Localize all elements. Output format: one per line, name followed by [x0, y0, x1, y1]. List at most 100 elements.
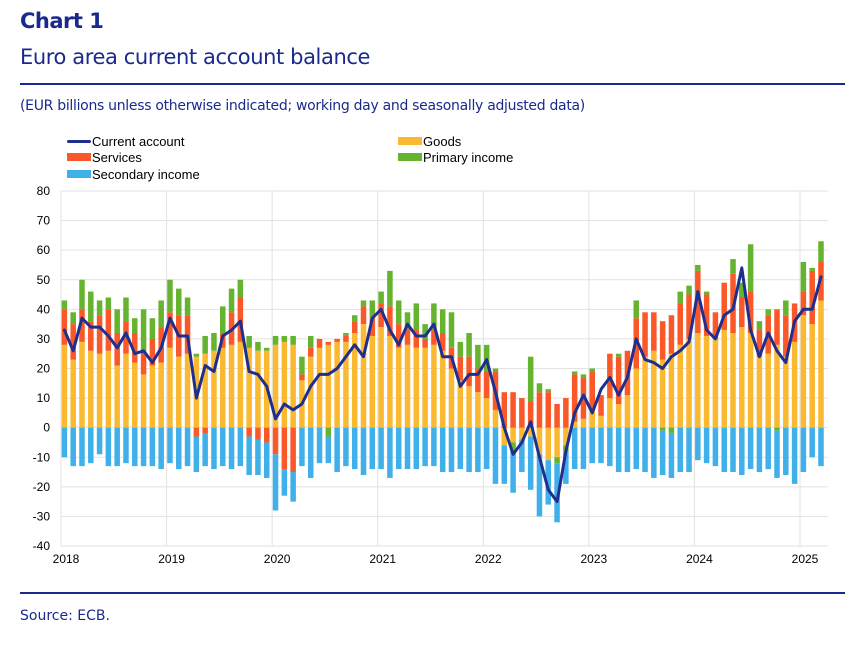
primary-income-bar	[686, 285, 692, 295]
goods-bar	[246, 347, 252, 428]
goods-bar	[395, 347, 402, 428]
legend-label: Secondary income	[92, 166, 200, 182]
secondary-income-bar	[765, 427, 771, 470]
goods-bar	[545, 427, 552, 461]
goods-bar	[70, 359, 76, 428]
bars	[61, 241, 824, 523]
goods-bar	[369, 335, 376, 428]
legend-item-current-account: Current account	[67, 133, 185, 149]
primary-income-bar	[290, 335, 296, 345]
x-tick-label: 2025	[792, 552, 819, 566]
primary-income-bar	[765, 309, 771, 316]
services-bar	[439, 333, 446, 351]
y-tick-label: 20	[37, 362, 51, 376]
secondary-income-bar	[422, 427, 428, 467]
secondary-income-bar	[695, 427, 701, 461]
secondary-income-bar	[431, 427, 437, 467]
primary-income-bar	[571, 371, 578, 375]
secondary-income-bar	[413, 427, 420, 470]
secondary-income-bar	[686, 427, 692, 473]
services-bar	[545, 392, 552, 428]
secondary-income-bar	[272, 454, 279, 511]
goods-bar	[695, 333, 701, 428]
primary-income-bar	[307, 335, 314, 348]
primary-income-bar	[88, 291, 94, 322]
secondary-income-bar	[747, 427, 754, 470]
services-bar	[281, 427, 288, 470]
services-bar	[360, 306, 367, 325]
services-bar	[132, 333, 138, 363]
secondary-income-bar	[88, 427, 94, 464]
x-tick-label: 2020	[264, 552, 291, 566]
secondary-income-bar	[642, 427, 648, 473]
primary-income-bar	[140, 309, 147, 351]
secondary-income-bar	[712, 427, 719, 467]
goods-bar	[149, 365, 156, 428]
goods-bar	[360, 324, 367, 428]
services-bar	[598, 395, 604, 416]
goods-bar	[351, 333, 358, 428]
secondary-income-bar	[176, 427, 182, 470]
goods-bar	[105, 350, 112, 428]
goods-bar	[730, 333, 736, 428]
primary-income-bar	[536, 383, 543, 393]
goods-bar	[633, 368, 639, 428]
secondary-income-bar	[633, 427, 639, 470]
goods-bar	[272, 344, 279, 428]
goods-bar	[448, 368, 455, 428]
primary-income-bar	[132, 318, 138, 333]
services-bar	[149, 338, 156, 366]
services-bar	[193, 427, 200, 437]
goods-bar	[158, 362, 164, 428]
y-tick-label: 60	[37, 243, 51, 257]
goods-bar	[677, 344, 683, 428]
secondary-income-bar	[378, 427, 384, 470]
services-bar	[519, 398, 525, 428]
primary-income-bar	[431, 303, 437, 331]
secondary-income-bar	[809, 427, 815, 458]
goods-bar	[307, 356, 314, 428]
goods-bar	[659, 359, 666, 428]
secondary-income-bar	[290, 472, 296, 502]
secondary-income-bar	[448, 427, 455, 473]
goods-bar	[422, 347, 428, 428]
primary-income-bar	[360, 300, 367, 307]
bottom-divider	[20, 592, 845, 594]
goods-bar	[79, 341, 85, 428]
y-tick-label: 0	[43, 421, 50, 435]
primary-income-bar	[747, 244, 754, 292]
legend-item-secondary-income: Secondary income	[67, 166, 200, 182]
secondary-income-bar	[167, 427, 173, 464]
primary-income-bar	[783, 300, 789, 316]
y-tick-label: 50	[37, 273, 51, 287]
goods-bar	[211, 350, 217, 428]
services-bar	[316, 338, 323, 348]
primary-income-bar	[343, 333, 349, 336]
secondary-income-bar	[659, 430, 666, 475]
current-account-line	[62, 266, 823, 504]
goods-bar	[791, 341, 798, 428]
goods-bar	[255, 350, 261, 428]
secondary-income-bar	[791, 427, 798, 484]
legend-item-goods: Goods	[398, 133, 461, 149]
services-bar	[237, 297, 244, 342]
services-bar	[527, 401, 534, 428]
services-bar	[466, 356, 472, 387]
secondary-income-bar	[607, 427, 613, 467]
goods-bar	[642, 356, 648, 428]
secondary-income-bar	[519, 439, 525, 473]
goods-bar	[378, 327, 384, 428]
goods-bar	[703, 335, 710, 428]
goods-bar	[325, 344, 332, 428]
goods-bar	[176, 356, 182, 428]
services-bar	[395, 324, 402, 348]
services-bar	[651, 312, 657, 351]
services-bar	[536, 392, 543, 428]
primary-income-bar	[378, 291, 384, 304]
secondary-income-bar	[527, 436, 534, 490]
secondary-income-bar	[211, 427, 217, 470]
secondary-income-bar	[563, 451, 569, 484]
legend-line-icon	[67, 139, 91, 143]
goods-bar	[765, 353, 771, 428]
